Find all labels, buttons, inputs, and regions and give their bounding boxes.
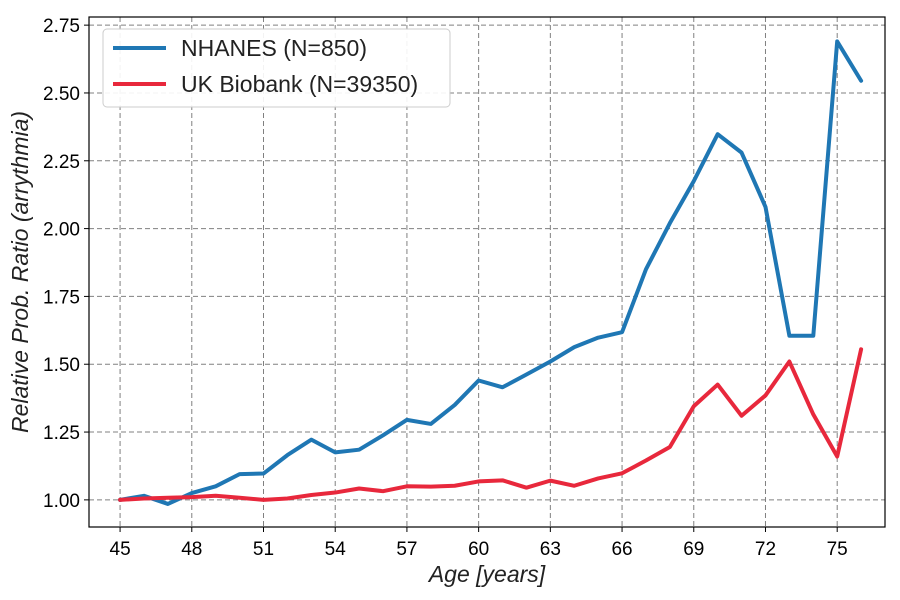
y-tick-label: 1.00 [43, 491, 80, 512]
legend-box [102, 28, 451, 108]
y-axis-ticks: 1.00 1.25 1.50 1.75 2.00 2.25 2.50 2.75 [43, 16, 89, 512]
x-tick-label: 60 [468, 539, 489, 560]
legend-label-nhanes: NHANES (N=850) [181, 35, 367, 61]
plot-frame [88, 16, 886, 528]
x-tick-label: 63 [540, 539, 561, 560]
x-tick-label: 54 [325, 539, 347, 560]
x-tick-label: 69 [683, 539, 704, 560]
series-lines [118, 39, 864, 506]
x-axis-ticks: 45 48 51 54 57 60 63 66 69 72 75 [110, 527, 848, 560]
x-tick-label: 66 [611, 539, 632, 560]
y-tick-label: 1.50 [43, 355, 80, 376]
series-line-ukbiobank [118, 347, 864, 502]
legend-label-ukbiobank: UK Biobank (N=39350) [181, 71, 418, 97]
x-tick-label: 51 [253, 539, 274, 560]
x-tick-label: 72 [755, 539, 776, 560]
y-axis-title: Relative Prob. Ratio (arrythmia) [7, 111, 33, 433]
x-tick-label: 57 [396, 539, 417, 560]
legend: NHANES (N=850) UK Biobank (N=39350) [102, 28, 451, 108]
y-tick-label: 2.00 [43, 220, 80, 241]
y-tick-label: 1.25 [43, 423, 80, 444]
x-axis-title: Age [years] [427, 561, 546, 587]
y-tick-label: 2.50 [43, 84, 80, 105]
y-tick-label: 2.25 [43, 152, 80, 173]
x-tick-label: 48 [181, 539, 202, 560]
y-tick-label: 2.75 [43, 16, 80, 37]
series-line-nhanes [118, 39, 864, 506]
x-tick-label: 45 [110, 539, 131, 560]
x-tick-label: 75 [827, 539, 848, 560]
y-tick-label: 1.75 [43, 287, 80, 308]
